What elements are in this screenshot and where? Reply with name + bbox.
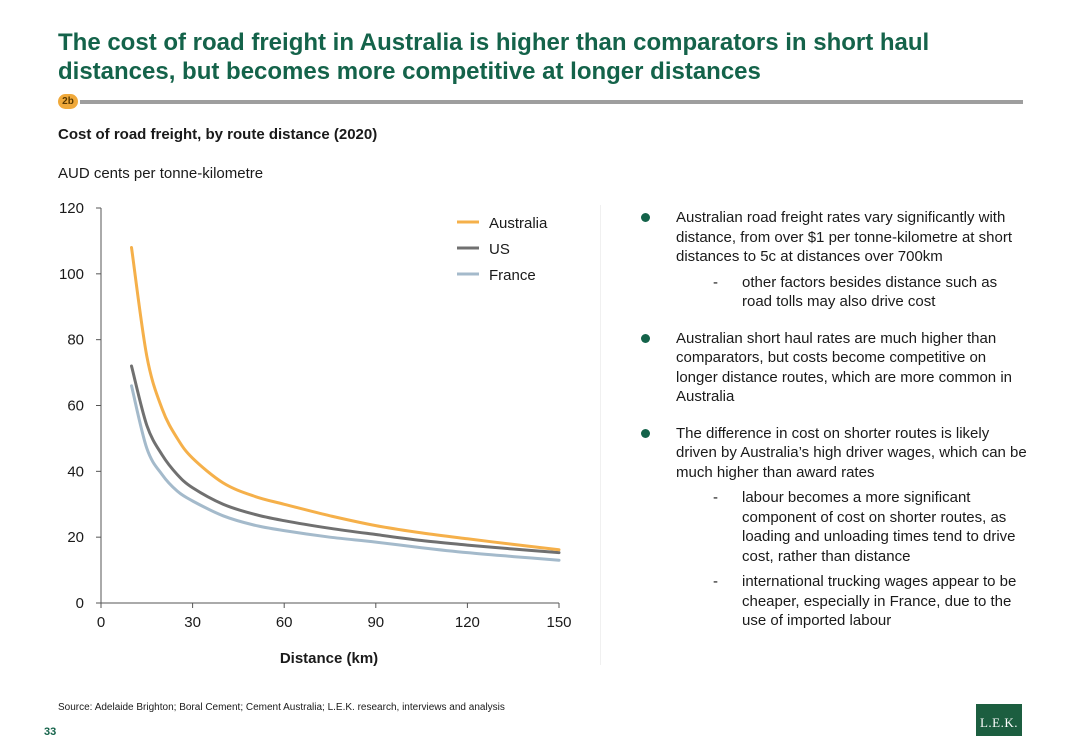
chart-series (130, 246, 561, 562)
dash-icon: - (713, 273, 718, 291)
bullet-3: The difference in cost on shorter routes… (640, 424, 1030, 631)
content-divider (600, 205, 601, 665)
title-divider (80, 100, 1023, 104)
chart-axes: 0 20 40 60 80 100 120 0 30 60 90 120 150 (59, 200, 572, 631)
x-tick-label: 120 (455, 614, 480, 631)
source-note: Source: Adelaide Brighton; Boral Cement;… (58, 702, 505, 713)
y-tick-label: 0 (76, 595, 84, 612)
sub-bullet-text: labour becomes a more significant compon… (742, 489, 1016, 565)
freight-cost-chart: 0 20 40 60 80 100 120 0 30 60 90 120 150 Australia US… (59, 200, 572, 667)
bullet-text: Australian short haul rates are much hig… (676, 329, 1012, 406)
sub-bullet: - labour becomes a more significant comp… (676, 488, 1030, 566)
bullet-dot-icon (641, 333, 650, 343)
bullet-1: Australian road freight rates vary signi… (640, 208, 1030, 312)
y-tick-label: 20 (67, 529, 84, 546)
chart-title: Cost of road freight, by route distance … (58, 126, 378, 143)
chart-legend: Australia US France (457, 215, 548, 284)
page-number: 33 (44, 726, 57, 738)
sub-bullet: - international trucking wages appear to… (676, 572, 1030, 631)
slide-title: The cost of road freight in Australia is… (58, 29, 930, 85)
dash-icon: - (713, 573, 718, 590)
sub-bullet-text: international trucking wages appear to b… (742, 573, 1017, 629)
section-badge: 2b (58, 94, 78, 109)
legend-label-france: France (489, 267, 536, 284)
y-tick-label: 80 (67, 332, 84, 349)
chart-units: AUD cents per tonne-kilometre (58, 165, 264, 182)
bullet-text: Australian road freight rates vary signi… (676, 209, 1012, 265)
bullet-dot-icon (641, 428, 650, 438)
x-tick-label: 90 (367, 614, 384, 631)
series-line-us (130, 364, 561, 555)
bullet-dot-icon (641, 213, 650, 222)
sub-bullet: - other factors besides distance such as… (676, 273, 1030, 312)
y-tick-label: 100 (59, 266, 84, 283)
y-tick-label: 60 (67, 398, 84, 415)
x-axis-title: Distance (km) (280, 650, 378, 667)
bullet-2: Australian short haul rates are much hig… (640, 329, 1030, 407)
legend-label-us: US (489, 241, 510, 258)
y-tick-label: 40 (67, 463, 84, 480)
x-tick-label: 0 (97, 614, 105, 631)
x-tick-label: 30 (184, 614, 201, 631)
legend-label-australia: Australia (489, 215, 548, 232)
bullet-text: The difference in cost on shorter routes… (676, 424, 1027, 481)
commentary-bullets: Australian road freight rates vary signi… (640, 208, 1030, 635)
x-tick-label: 150 (546, 614, 571, 631)
lek-logo: L.E.K. (976, 704, 1022, 736)
series-line-france (130, 384, 561, 562)
sub-bullet-text: other factors besides distance such as r… (742, 273, 998, 311)
series-line-australia (130, 246, 561, 552)
x-tick-label: 60 (276, 614, 293, 631)
dash-icon: - (713, 489, 718, 506)
y-tick-label: 120 (59, 200, 84, 217)
